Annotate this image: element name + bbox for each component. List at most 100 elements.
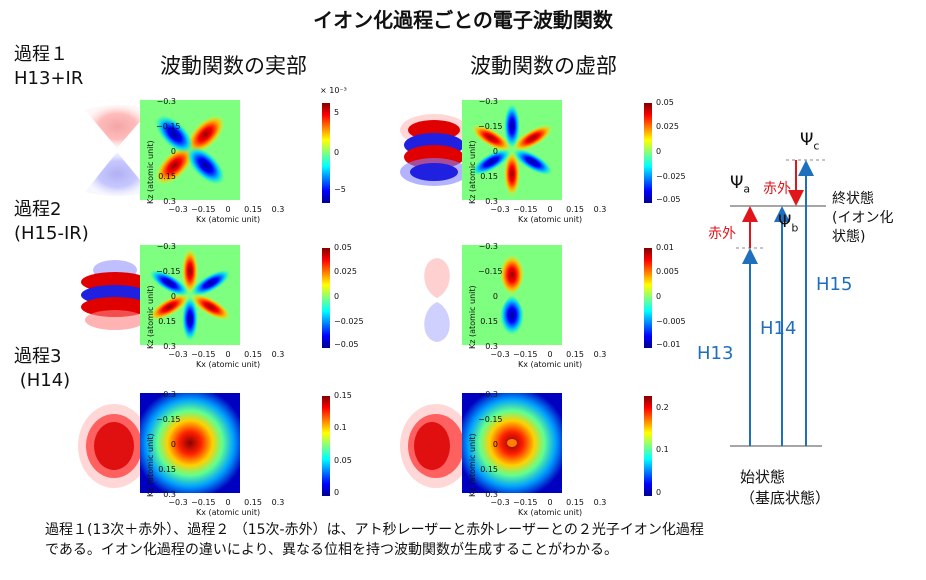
x-axis-label: Kx (atomic unit) [518,508,583,517]
y-axis-label: Kz (atomic unit) [468,285,477,349]
cbar-tick: 5 [334,108,340,117]
y-tick: 0.15 [480,317,498,326]
energy-level-diagram [730,159,826,447]
y-tick: 0.3 [163,342,176,351]
cbar-tick: 0 [334,148,340,157]
y-tick: 0 [492,440,498,449]
y-axis-label: Kz (atomic unit) [146,285,155,349]
y-tick: 0.3 [163,490,176,499]
y-tick: −0.3 [478,242,498,251]
x-tick: 0 [225,498,231,507]
x-tick: 0.3 [593,350,607,359]
colorbar-real-1 [322,103,330,203]
ir-label-2: 赤外 [763,181,791,197]
y-tick: 0.15 [158,172,176,181]
colorbar-real-3 [322,396,330,496]
x-tick: −0.15 [513,205,538,214]
cbar-tick: −0.01 [656,340,681,349]
y-tick: 0.15 [158,317,176,326]
y-tick: 0.3 [163,197,176,206]
cbar-tick: 0.2 [656,403,669,412]
real-part-header: 波動関数の実部 [160,54,307,78]
heatmap-imag-3 [456,387,568,499]
x-tick: 0 [225,205,231,214]
x-tick: −0.3 [168,498,188,507]
y-tick: 0.15 [480,172,498,181]
y-tick: 0 [170,440,176,449]
imag-part-header: 波動関数の虚部 [470,54,617,78]
y-tick: 0.3 [485,197,498,206]
y-tick: −0.15 [478,267,503,276]
x-tick: 0.3 [593,498,607,507]
y-axis-label: Kz (atomic unit) [468,140,477,204]
cbar-tick: 0.025 [656,122,679,131]
y-tick: −0.3 [156,390,176,399]
isosurface-2-real [81,260,149,330]
isosurface-2-imag [424,258,450,342]
cbar-tick: −0.025 [656,172,686,181]
y-tick: −0.15 [156,267,181,276]
cbar-tick: 0.05 [334,243,352,252]
h13-label: H13 [697,343,734,364]
cbar-tick: 0 [656,292,662,301]
x-tick: 0.3 [271,205,285,214]
y-tick: −0.15 [156,415,181,424]
y-tick: 0.15 [158,465,176,474]
initial-state-label: 始状態 （基底状態） [740,468,831,507]
x-tick: 0 [547,205,553,214]
x-tick: 0.3 [271,350,285,359]
x-axis-label: Kx (atomic unit) [518,360,583,369]
final-state-label: 終状態 (イオン化 状態) [832,191,894,245]
heatmap-real-1 [140,100,240,200]
isosurface-1-real [85,105,150,196]
x-tick: −0.3 [490,205,510,214]
x-axis-label: Kx (atomic unit) [196,360,261,369]
x-tick: 0.15 [244,350,262,359]
cbar-tick: −0.025 [334,317,364,326]
plot-real-process-3: 0.15 0.1 0.05 0 Kz (atomic unit) −0.3 −0… [134,387,370,518]
x-tick: 0.15 [244,205,262,214]
x-tick: −0.3 [490,350,510,359]
plot-imag-process-3: 0.2 0.1 0 Kz (atomic unit) −0.3 −0.15 0 … [456,387,692,518]
x-axis-label: Kx (atomic unit) [196,508,261,517]
x-tick: 0.15 [566,350,584,359]
x-tick: 0.15 [566,205,584,214]
colorbar-imag-2 [644,248,652,348]
y-tick: 0 [492,292,498,301]
y-tick: 0 [492,147,498,156]
x-tick: −0.15 [513,498,538,507]
isosurface-3-real [78,404,150,488]
x-tick: −0.15 [191,350,216,359]
y-tick: 0.3 [485,342,498,351]
h14-label: H14 [760,318,797,339]
psi-a-label: Ψa [730,173,751,196]
caption: 過程１(13次＋赤外）、過程２ （15次-赤外）は、アト秒レーザーと赤外レーザー… [45,522,704,558]
plot-imag-process-2: 0.01 0.005 0 −0.005 −0.01 Kz (atomic uni… [462,242,692,370]
h15-label: H15 [816,274,853,295]
cbar-tick: 0 [334,292,340,301]
y-tick: −0.15 [478,122,503,131]
cbar-tick: 0.05 [334,456,352,465]
y-axis-label: Kz (atomic unit) [146,433,155,497]
y-tick: −0.3 [156,97,176,106]
y-tick: 0.15 [480,465,498,474]
y-tick: −0.3 [156,242,176,251]
heatmap-imag-2 [462,245,562,345]
y-tick: 0 [170,147,176,156]
colorbar-imag-1 [644,103,652,203]
x-axis-label: Kx (atomic unit) [518,215,583,224]
x-tick: −0.15 [513,350,538,359]
cbar-tick: 0.05 [656,98,674,107]
x-tick: −0.3 [168,350,188,359]
y-tick: −0.15 [156,122,181,131]
x-tick: 0 [547,498,553,507]
cbar-tick: −5 [334,185,346,194]
x-tick: −0.15 [191,498,216,507]
cbar-tick: 0 [334,488,340,497]
ir-label-1: 赤外 [708,226,736,242]
psi-b-label: Ψb [778,212,799,235]
cbar-tick: 0 [656,488,662,497]
x-tick: 0.15 [244,498,262,507]
cbar-tick: 0 [656,147,662,156]
colorbar-scale: × 10⁻³ [320,86,347,95]
